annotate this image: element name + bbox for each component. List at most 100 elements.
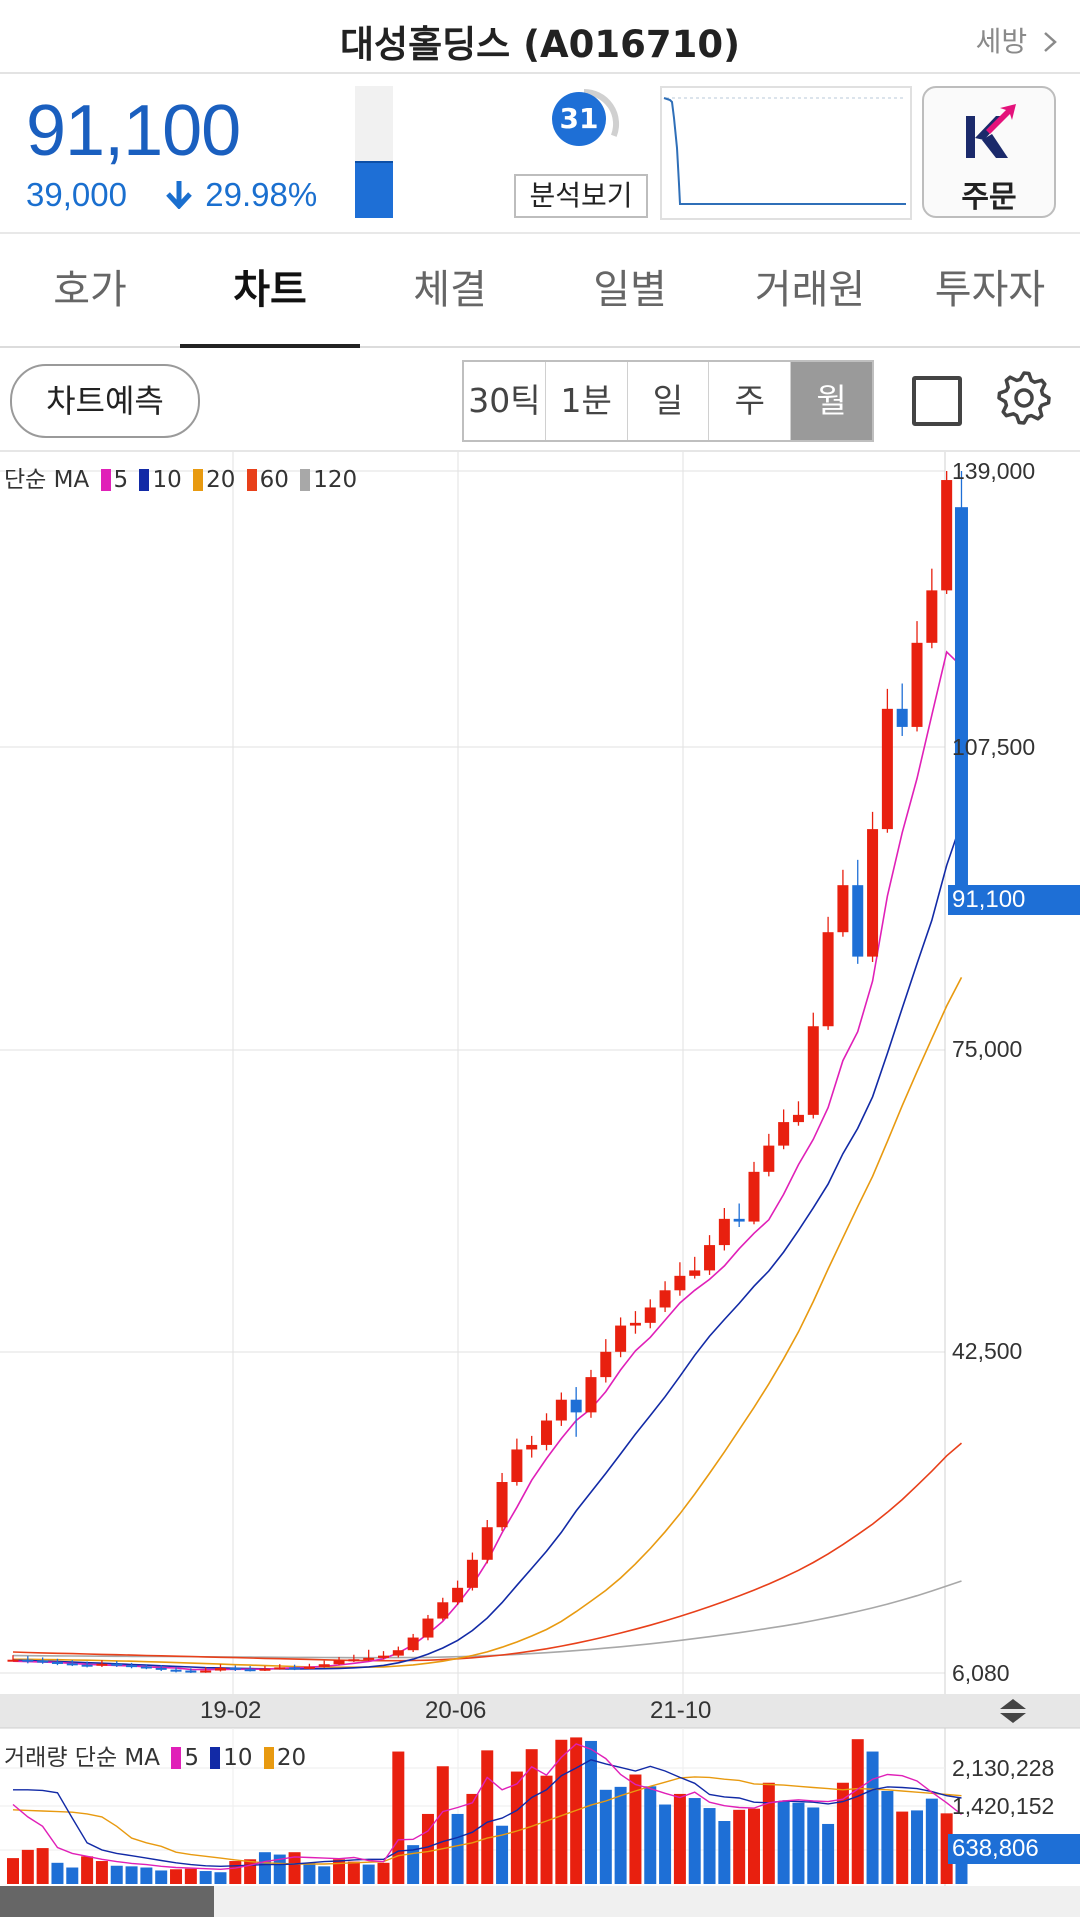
ma60-label: 60	[259, 467, 289, 493]
price-level-fill	[355, 160, 393, 218]
volume-bar	[807, 1807, 820, 1884]
volume-pane	[0, 1737, 1080, 1917]
candle-body	[96, 1663, 108, 1666]
order-button[interactable]: 주문	[922, 86, 1056, 218]
analysis-button[interactable]: 분석보기	[514, 174, 648, 218]
ma120-line	[12, 1580, 962, 1659]
candle-body	[452, 1587, 464, 1603]
tab-bar: 호가 차트 체결 일별 거래원 투자자	[0, 234, 1080, 348]
volume-bar	[244, 1859, 257, 1884]
candle-body	[363, 1657, 375, 1660]
gear-icon[interactable]	[996, 370, 1052, 426]
volume-bar	[170, 1869, 183, 1884]
volume-bar	[733, 1809, 746, 1884]
volume-y-tick: 2,130,228	[952, 1755, 1055, 1781]
volume-bar	[866, 1751, 879, 1884]
vol-ma10-label: 10	[223, 1745, 253, 1771]
candle-body	[822, 932, 834, 1027]
volume-bar	[599, 1789, 612, 1884]
period-week[interactable]: 주	[709, 362, 792, 440]
tab-orderbook[interactable]: 호가	[53, 267, 127, 313]
candle-body	[541, 1420, 553, 1445]
volume-bar	[333, 1859, 346, 1884]
price-pane	[7, 471, 968, 1673]
y-tick-label: 42,500	[952, 1338, 1023, 1364]
vol-ma20-label: 20	[276, 1745, 307, 1771]
chart-toolbar: 차트예측 30틱 1분 일 주 월	[0, 348, 1080, 452]
volume-bar	[155, 1870, 168, 1884]
tab-chart[interactable]: 차트	[180, 234, 360, 348]
volume-bar	[392, 1751, 405, 1884]
candle-body	[51, 1661, 63, 1664]
ma60-line	[12, 1442, 963, 1662]
candle-body	[348, 1659, 360, 1662]
candle-body	[896, 708, 908, 727]
header: 대성홀딩스 (A016710) 세방	[0, 0, 1080, 74]
volume-bar	[777, 1801, 790, 1884]
price-change: 39,000	[26, 176, 127, 213]
tab-investors[interactable]: 투자자	[934, 267, 1046, 313]
tab-brokers[interactable]: 거래원	[754, 267, 866, 313]
candle-body	[644, 1307, 656, 1323]
chart-grid	[0, 452, 1080, 1917]
y-tick-label: 6,080	[952, 1660, 1010, 1686]
candle-body	[911, 642, 923, 727]
down-arrow-icon	[166, 181, 192, 210]
tab-daily[interactable]: 일별	[593, 267, 667, 313]
volume-bar	[703, 1808, 716, 1884]
candle-body	[555, 1399, 567, 1421]
candle-body	[526, 1444, 538, 1450]
period-day[interactable]: 일	[628, 362, 710, 440]
candle-body	[7, 1659, 19, 1662]
volume-bar	[36, 1848, 49, 1884]
volume-ma-legend: 거래량 단순 MA 5 10 20	[4, 1738, 306, 1772]
volume-bar	[21, 1849, 34, 1884]
period-1min[interactable]: 1분	[546, 362, 628, 440]
volume-bar	[718, 1821, 731, 1884]
square-icon[interactable]	[912, 376, 962, 426]
volume-bar	[303, 1862, 316, 1884]
volume-bar	[229, 1861, 242, 1884]
ma20-line	[13, 977, 963, 1668]
candle-body	[289, 1667, 301, 1670]
candle-body	[437, 1602, 449, 1619]
candle-body	[481, 1527, 493, 1560]
candle-body	[81, 1664, 93, 1667]
volume-y-tick: 1,420,152	[952, 1793, 1055, 1819]
candle-body	[629, 1322, 641, 1326]
volume-bar	[881, 1790, 894, 1884]
volume-ma10-line	[13, 1759, 962, 1868]
candle-body	[244, 1669, 256, 1672]
ma-legend: 단순 MA 5 10 20 60 120	[4, 460, 357, 494]
chart-predict-button[interactable]: 차트예측	[10, 364, 200, 438]
period-month[interactable]: 월	[791, 362, 872, 440]
volume-bar	[421, 1813, 434, 1884]
ma5-swatch	[100, 469, 111, 491]
candle-body	[333, 1660, 345, 1665]
volume-bar	[555, 1739, 568, 1884]
stock-chart[interactable]	[0, 452, 1080, 1917]
candle-body	[185, 1670, 197, 1673]
volume-bar	[896, 1811, 909, 1884]
period-30tick[interactable]: 30틱	[464, 362, 546, 440]
resize-handle-icon[interactable]	[998, 1697, 1028, 1725]
volume-bar	[481, 1750, 494, 1884]
ma-legend-prefix: 단순 MA	[4, 467, 90, 493]
candle-body	[748, 1171, 760, 1222]
candle-body	[600, 1351, 612, 1378]
candle-body	[155, 1667, 167, 1670]
tab-trades[interactable]: 체결	[413, 267, 487, 313]
candle-body	[807, 1026, 819, 1115]
volume-bar	[214, 1872, 227, 1884]
ma10-line	[12, 821, 963, 1670]
y-tick-label: 139,000	[952, 458, 1036, 484]
stock-title: 대성홀딩스 (A016710)	[339, 23, 740, 66]
candle-body	[615, 1325, 627, 1352]
candle-body	[511, 1449, 523, 1483]
candle-body	[852, 885, 864, 957]
volume-bar	[51, 1862, 64, 1884]
candle-body	[274, 1667, 286, 1670]
volume-bar	[792, 1802, 805, 1884]
next-stock-link[interactable]: 세방	[976, 20, 1058, 60]
volume-bar	[95, 1861, 108, 1884]
